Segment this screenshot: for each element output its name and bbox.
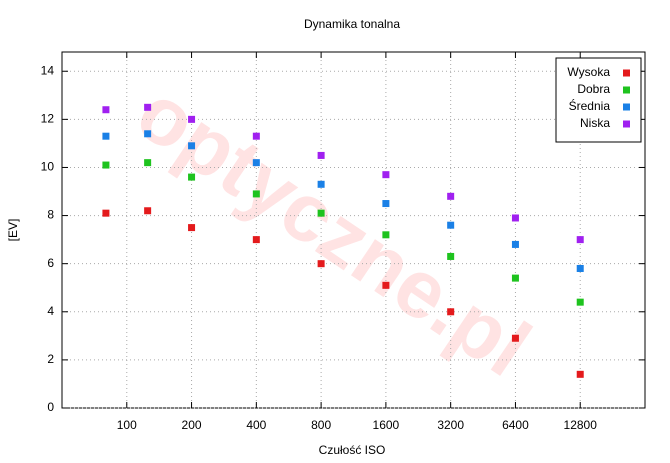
x-tick-label: 800 bbox=[311, 418, 331, 432]
y-tick-label: 6 bbox=[47, 256, 54, 270]
legend-marker bbox=[623, 69, 630, 77]
chart-title: Dynamika tonalna bbox=[304, 17, 400, 31]
point bbox=[447, 252, 455, 260]
x-tick-label: 12800 bbox=[564, 418, 598, 432]
point bbox=[252, 236, 260, 244]
point bbox=[252, 190, 260, 198]
point bbox=[252, 159, 260, 167]
legend-label: Dobra bbox=[577, 82, 610, 96]
y-tick-label: 10 bbox=[41, 160, 55, 174]
point bbox=[576, 264, 584, 272]
point bbox=[511, 274, 519, 282]
y-tick-label: 12 bbox=[41, 112, 55, 126]
point bbox=[144, 130, 152, 138]
x-tick-label: 1600 bbox=[373, 418, 400, 432]
legend-label: Wysoka bbox=[567, 65, 610, 79]
point bbox=[317, 151, 325, 159]
point bbox=[144, 103, 152, 111]
legend-marker bbox=[623, 86, 630, 94]
point bbox=[576, 298, 584, 306]
x-tick-label: 100 bbox=[117, 418, 137, 432]
y-tick-label: 14 bbox=[41, 63, 55, 77]
point bbox=[188, 142, 196, 150]
y-axis-label: [EV] bbox=[6, 219, 20, 242]
y-tick-label: 4 bbox=[47, 304, 54, 318]
point bbox=[511, 214, 519, 222]
point bbox=[382, 200, 390, 208]
point bbox=[576, 236, 584, 244]
point bbox=[188, 173, 196, 181]
x-tick-label: 3200 bbox=[437, 418, 464, 432]
point bbox=[447, 308, 455, 316]
y-tick-label: 2 bbox=[47, 352, 54, 366]
point bbox=[447, 192, 455, 200]
legend-marker bbox=[623, 103, 630, 111]
legend-label: Średnia bbox=[569, 98, 611, 113]
point bbox=[102, 132, 110, 140]
y-tick-label: 0 bbox=[47, 400, 54, 414]
plot-frame bbox=[61, 51, 646, 409]
x-tick-label: 6400 bbox=[502, 418, 529, 432]
x-axis-label: Czułość ISO bbox=[319, 443, 386, 457]
point bbox=[317, 260, 325, 268]
point bbox=[511, 240, 519, 248]
legend-marker bbox=[623, 120, 630, 128]
x-tick-label: 400 bbox=[246, 418, 266, 432]
point bbox=[511, 334, 519, 342]
point bbox=[317, 209, 325, 217]
point bbox=[144, 207, 152, 215]
point bbox=[188, 115, 196, 123]
point bbox=[102, 106, 110, 114]
point bbox=[447, 221, 455, 229]
point bbox=[382, 281, 390, 289]
point bbox=[102, 209, 110, 217]
point bbox=[102, 161, 110, 169]
point bbox=[382, 171, 390, 179]
point bbox=[144, 159, 152, 167]
point bbox=[252, 132, 260, 140]
point bbox=[576, 370, 584, 378]
legend-label: Niska bbox=[580, 116, 610, 130]
point bbox=[382, 231, 390, 239]
x-tick-label: 200 bbox=[182, 418, 202, 432]
watermark: optyczne.pl bbox=[121, 66, 546, 394]
point bbox=[188, 224, 196, 232]
y-tick-label: 8 bbox=[47, 208, 54, 222]
point bbox=[317, 180, 325, 188]
